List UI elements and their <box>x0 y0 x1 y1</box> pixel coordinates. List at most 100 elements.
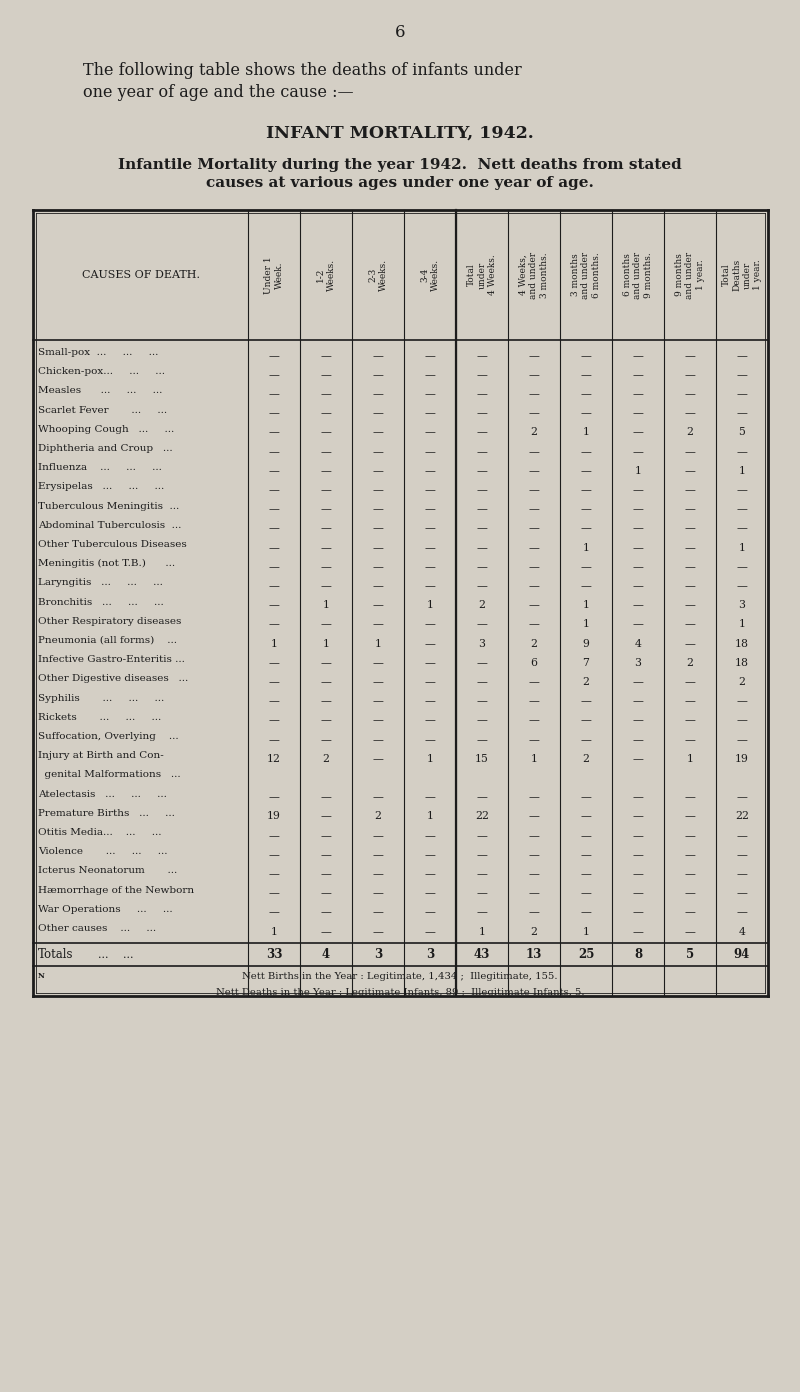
Text: —: — <box>373 754 383 764</box>
Text: —: — <box>321 927 331 937</box>
Text: Totals: Totals <box>38 948 74 962</box>
Text: —: — <box>633 851 643 860</box>
Text: —: — <box>269 466 279 476</box>
Text: —: — <box>529 696 539 706</box>
Text: one year of age and the cause :—: one year of age and the cause :— <box>83 84 354 102</box>
Text: —: — <box>477 851 487 860</box>
Text: —: — <box>529 908 539 917</box>
Text: —: — <box>321 390 331 400</box>
Text: ...: ... <box>123 949 134 960</box>
Text: 1: 1 <box>374 639 382 649</box>
Text: —: — <box>529 580 539 592</box>
Text: —: — <box>581 851 591 860</box>
Text: —: — <box>321 562 331 572</box>
Text: —: — <box>685 888 695 898</box>
Text: —: — <box>269 504 279 514</box>
Text: 2: 2 <box>530 427 538 437</box>
Text: Small-pox  ...     ...     ...: Small-pox ... ... ... <box>38 348 158 356</box>
Text: 22: 22 <box>475 812 489 821</box>
Text: —: — <box>425 504 435 514</box>
Text: 6: 6 <box>394 24 406 40</box>
Text: Diphtheria and Croup   ...: Diphtheria and Croup ... <box>38 444 173 452</box>
Text: 4: 4 <box>634 639 642 649</box>
Text: —: — <box>737 562 747 572</box>
Text: —: — <box>529 370 539 380</box>
Text: 1: 1 <box>270 639 278 649</box>
Text: —: — <box>321 543 331 553</box>
Text: —: — <box>633 600 643 610</box>
Text: —: — <box>685 523 695 533</box>
Text: —: — <box>529 562 539 572</box>
Text: 1: 1 <box>426 600 434 610</box>
Text: —: — <box>737 408 747 418</box>
Text: 8: 8 <box>634 948 642 962</box>
Text: —: — <box>425 735 435 745</box>
Text: —: — <box>269 484 279 496</box>
Text: 12: 12 <box>267 754 281 764</box>
Text: —: — <box>737 888 747 898</box>
Text: —: — <box>633 792 643 802</box>
Text: —: — <box>321 696 331 706</box>
Text: —: — <box>321 888 331 898</box>
Text: —: — <box>477 888 487 898</box>
Text: Other causes    ...     ...: Other causes ... ... <box>38 924 156 933</box>
Text: 2: 2 <box>686 658 694 668</box>
Text: —: — <box>737 351 747 361</box>
Text: —: — <box>633 370 643 380</box>
Text: —: — <box>529 735 539 745</box>
Text: —: — <box>581 447 591 457</box>
Text: —: — <box>373 658 383 668</box>
Text: —: — <box>269 408 279 418</box>
Text: —: — <box>633 523 643 533</box>
Text: 2: 2 <box>530 639 538 649</box>
Text: —: — <box>425 715 435 725</box>
Text: —: — <box>269 658 279 668</box>
Text: 1: 1 <box>738 619 746 629</box>
Text: Abdominal Tuberculosis  ...: Abdominal Tuberculosis ... <box>38 521 182 530</box>
Text: —: — <box>685 543 695 553</box>
Text: —: — <box>685 677 695 688</box>
Text: —: — <box>373 851 383 860</box>
Text: War Operations     ...     ...: War Operations ... ... <box>38 905 173 913</box>
Text: —: — <box>373 792 383 802</box>
Text: —: — <box>633 408 643 418</box>
Text: —: — <box>477 408 487 418</box>
Text: Infantile Mortality during the year 1942.  Nett deaths from stated: Infantile Mortality during the year 1942… <box>118 159 682 173</box>
Text: —: — <box>581 484 591 496</box>
Text: —: — <box>477 735 487 745</box>
Text: —: — <box>477 543 487 553</box>
Text: —: — <box>425 427 435 437</box>
Text: —: — <box>633 888 643 898</box>
Text: —: — <box>581 696 591 706</box>
Text: —: — <box>633 562 643 572</box>
Text: —: — <box>581 908 591 917</box>
Text: —: — <box>737 715 747 725</box>
Text: 9: 9 <box>582 639 590 649</box>
Text: —: — <box>425 658 435 668</box>
Text: —: — <box>373 390 383 400</box>
Text: Other Respiratory diseases: Other Respiratory diseases <box>38 617 182 626</box>
Text: Laryngitis   ...     ...     ...: Laryngitis ... ... ... <box>38 579 163 587</box>
Text: —: — <box>373 427 383 437</box>
Text: —: — <box>269 677 279 688</box>
Text: —: — <box>633 447 643 457</box>
Text: Atelectasis   ...     ...     ...: Atelectasis ... ... ... <box>38 789 167 799</box>
Text: —: — <box>737 908 747 917</box>
Text: —: — <box>321 715 331 725</box>
Text: —: — <box>425 351 435 361</box>
Text: 2: 2 <box>530 927 538 937</box>
Text: —: — <box>685 639 695 649</box>
Text: —: — <box>685 370 695 380</box>
Text: —: — <box>737 484 747 496</box>
Text: —: — <box>737 504 747 514</box>
Text: —: — <box>321 851 331 860</box>
Text: Other Digestive diseases   ...: Other Digestive diseases ... <box>38 674 188 683</box>
Text: —: — <box>321 812 331 821</box>
Text: 15: 15 <box>475 754 489 764</box>
Text: Measles      ...     ...     ...: Measles ... ... ... <box>38 387 162 395</box>
Text: —: — <box>737 851 747 860</box>
Text: —: — <box>425 562 435 572</box>
Text: 18: 18 <box>735 658 749 668</box>
Text: —: — <box>373 677 383 688</box>
Text: —: — <box>425 677 435 688</box>
